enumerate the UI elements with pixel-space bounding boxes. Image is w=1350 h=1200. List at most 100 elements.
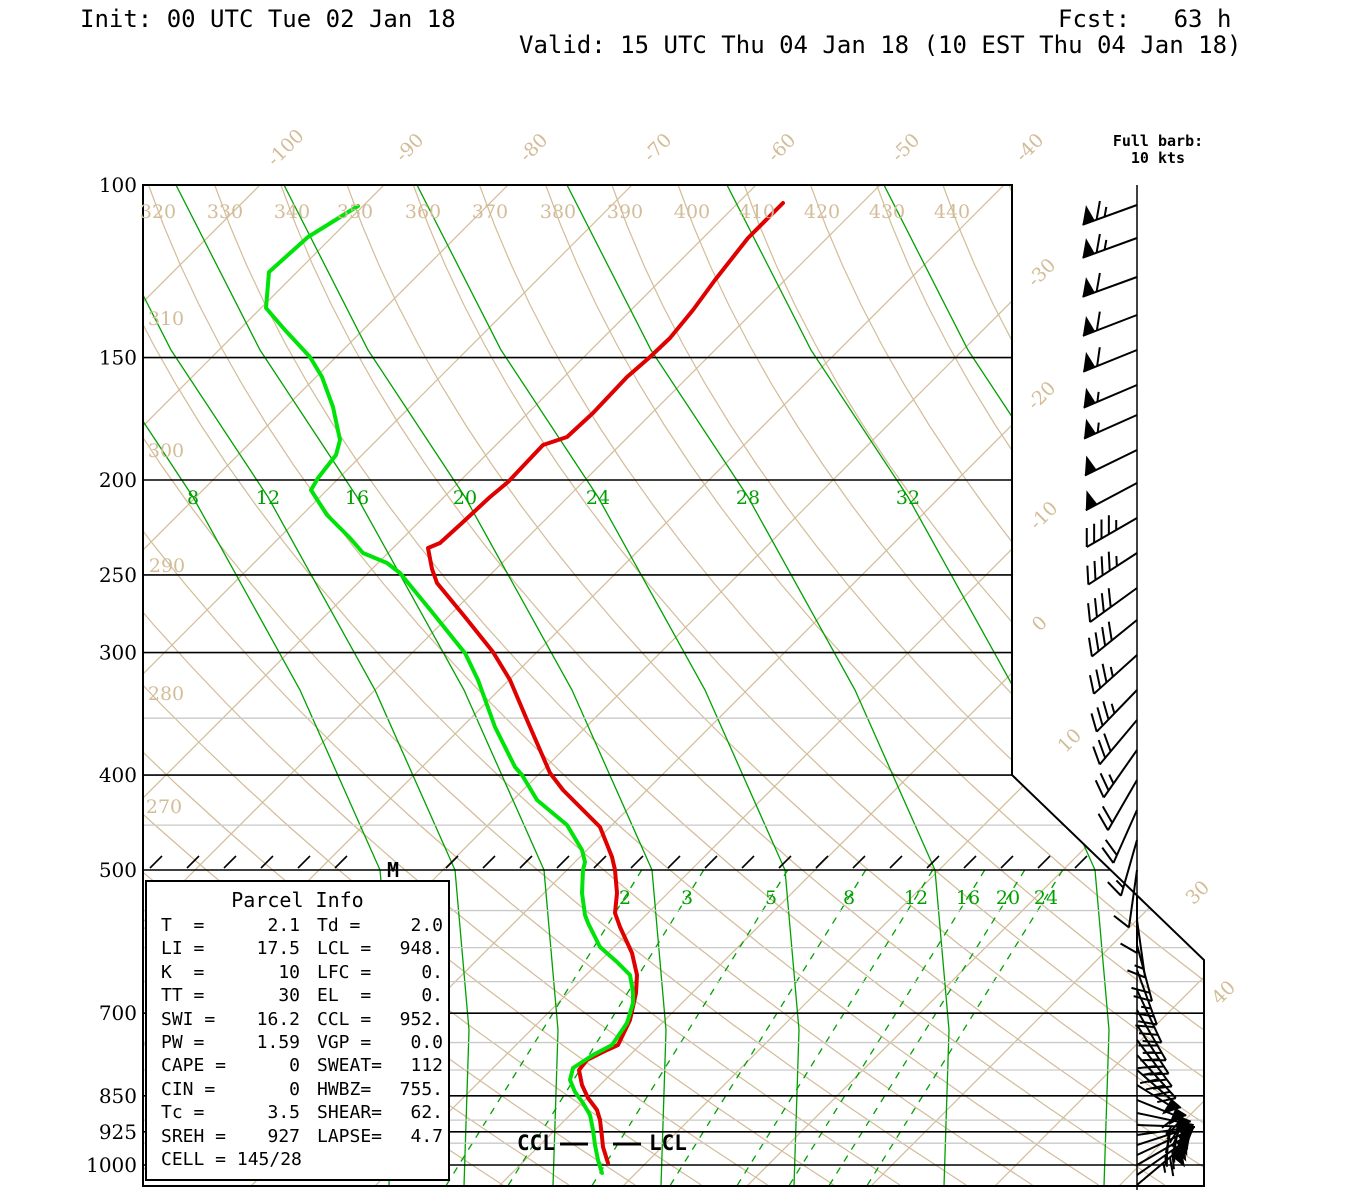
svg-text:24: 24 xyxy=(586,487,610,509)
svg-text:20: 20 xyxy=(453,487,477,509)
svg-text:850: 850 xyxy=(99,1084,137,1108)
svg-text:24: 24 xyxy=(1034,887,1058,909)
parcel-value: 4.7 xyxy=(410,1125,443,1147)
svg-text:12: 12 xyxy=(256,487,280,509)
parcel-value: 30 xyxy=(278,985,300,1007)
parcel-info-row: SWI = 16.2 CCL = 952. xyxy=(147,1009,448,1033)
parcel-label: CCL = xyxy=(317,1008,372,1030)
svg-text:1000: 1000 xyxy=(86,1153,137,1177)
wind-barb-legend: Full barb: 10 kts xyxy=(1100,133,1216,167)
parcel-info-row: TT = 30 EL = 0. xyxy=(147,985,448,1009)
parcel-label: K = xyxy=(161,961,205,983)
parcel-value: 0 xyxy=(289,1055,300,1077)
svg-text:-10: -10 xyxy=(1025,497,1062,534)
parcel-info-row: PW = 1.59 VGP = 0.0 xyxy=(147,1032,448,1056)
parcel-label: CELL = 145/28 xyxy=(161,1149,302,1170)
parcel-label: SWEAT= xyxy=(317,1055,383,1077)
svg-text:310: 310 xyxy=(148,308,184,330)
parcel-value: 62. xyxy=(410,1102,443,1124)
svg-text:150: 150 xyxy=(99,346,137,370)
svg-text:320: 320 xyxy=(140,201,176,223)
svg-text:270: 270 xyxy=(146,796,182,818)
parcel-value: 3.5 xyxy=(267,1102,300,1124)
svg-text:-90: -90 xyxy=(391,129,428,166)
svg-text:3: 3 xyxy=(681,887,693,909)
svg-text:0: 0 xyxy=(1028,612,1052,636)
parcel-value: 948. xyxy=(399,938,443,960)
parcel-label: VGP = xyxy=(317,1032,372,1053)
svg-text:-100: -100 xyxy=(263,125,309,171)
parcel-info-row: SREH = 927 LAPSE= 4.7 xyxy=(147,1126,448,1150)
parcel-value: 952. xyxy=(399,1008,443,1030)
svg-text:430: 430 xyxy=(869,201,905,223)
parcel-label: LI = xyxy=(161,938,205,960)
parcel-value: 0. xyxy=(421,961,443,983)
svg-text:400: 400 xyxy=(674,201,710,223)
parcel-info-row: T = 2.1 Td = 2.0 xyxy=(147,915,448,939)
parcel-value: 0.0 xyxy=(410,1032,443,1053)
svg-text:2: 2 xyxy=(619,887,631,909)
svg-text:330: 330 xyxy=(207,201,243,223)
svg-text:370: 370 xyxy=(472,201,508,223)
svg-text:360: 360 xyxy=(405,201,441,223)
svg-text:410: 410 xyxy=(739,201,775,223)
parcel-label: SHEAR= xyxy=(317,1102,383,1124)
svg-text:300: 300 xyxy=(99,641,137,665)
svg-text:-70: -70 xyxy=(639,129,676,166)
svg-text:28: 28 xyxy=(736,487,760,509)
valid-time-label: Valid: 15 UTC Thu 04 Jan 18 (10 EST Thu … xyxy=(519,31,1242,59)
svg-text:5: 5 xyxy=(765,887,777,909)
svg-text:20: 20 xyxy=(996,887,1020,909)
parcel-value: 10 xyxy=(278,961,300,983)
parcel-label: PW = xyxy=(161,1032,205,1053)
svg-text:440: 440 xyxy=(934,201,970,223)
svg-text:250: 250 xyxy=(99,563,137,587)
parcel-info-row: CELL = 145/28 xyxy=(147,1149,448,1173)
wind-barb-legend-line1: Full barb: xyxy=(1112,132,1204,150)
svg-text:10: 10 xyxy=(1053,724,1086,757)
parcel-value: 755. xyxy=(399,1078,443,1100)
parcel-label: SREH = xyxy=(161,1125,227,1147)
svg-text:-60: -60 xyxy=(763,129,800,166)
parcel-label: LFC = xyxy=(317,961,372,983)
svg-text:100: 100 xyxy=(99,173,137,197)
svg-text:380: 380 xyxy=(540,201,576,223)
parcel-label: SWI = xyxy=(161,1008,216,1030)
forecast-hour-label: Fcst: 63 h xyxy=(1058,5,1232,33)
svg-text:340: 340 xyxy=(274,201,310,223)
wind-barb-legend-line2: 10 kts xyxy=(1130,149,1186,167)
parcel-info-title: Parcel Info xyxy=(231,888,364,912)
parcel-label: EL = xyxy=(317,985,372,1007)
svg-text:12: 12 xyxy=(904,887,928,909)
parcel-info-row: CIN = 0 HWBZ= 755. xyxy=(147,1079,448,1103)
svg-text:16: 16 xyxy=(956,887,980,909)
parcel-info-row: Tc = 3.5 SHEAR= 62. xyxy=(147,1102,448,1126)
parcel-value: 1.59 xyxy=(256,1032,300,1053)
ccl-marker: CCL xyxy=(517,1131,555,1155)
parcel-value: 112 xyxy=(410,1055,443,1077)
svg-text:390: 390 xyxy=(607,201,643,223)
parcel-label: LCL = xyxy=(317,938,372,960)
parcel-label: HWBZ= xyxy=(317,1078,372,1100)
parcel-label: Tc = xyxy=(161,1102,205,1124)
freezing-level-m-marker: M xyxy=(387,858,400,882)
svg-text:16: 16 xyxy=(345,487,369,509)
svg-text:420: 420 xyxy=(804,201,840,223)
parcel-info-row: LI = 17.5 LCL = 948. xyxy=(147,938,448,962)
svg-text:-20: -20 xyxy=(1023,377,1060,414)
lcl-marker: LCL xyxy=(649,1131,687,1155)
parcel-label: TT = xyxy=(161,985,205,1007)
svg-text:280: 280 xyxy=(148,683,184,705)
parcel-info-row: K = 10 LFC = 0. xyxy=(147,962,448,986)
svg-text:300: 300 xyxy=(148,440,184,462)
parcel-label: Td = xyxy=(317,915,361,936)
svg-text:350: 350 xyxy=(337,201,373,223)
svg-text:30: 30 xyxy=(1181,876,1214,909)
parcel-label: T = xyxy=(161,915,205,936)
svg-text:-80: -80 xyxy=(515,129,552,166)
parcel-value: 17.5 xyxy=(256,938,300,960)
svg-text:40: 40 xyxy=(1207,976,1240,1009)
svg-text:8: 8 xyxy=(187,487,199,509)
